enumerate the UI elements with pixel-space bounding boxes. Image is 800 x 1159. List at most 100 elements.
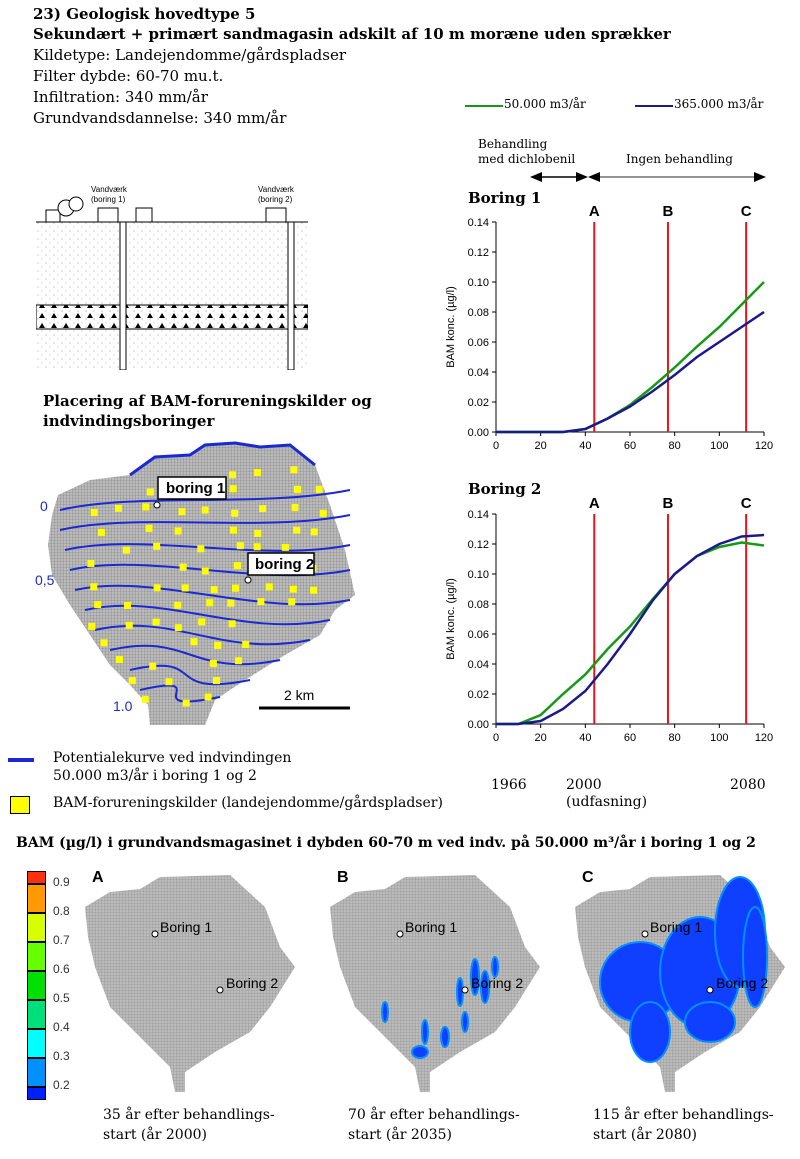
color-scale-bar — [27, 871, 46, 1100]
waterworks-2-label: Vandværk — [258, 185, 295, 194]
bam-source — [145, 524, 153, 532]
bam-plume — [470, 958, 480, 996]
bam-source — [114, 504, 122, 512]
color-scale-swatch — [28, 914, 45, 943]
contour-label-1: 1.0 — [113, 698, 133, 714]
bam-source — [227, 599, 235, 607]
boring-1-marker — [396, 930, 404, 938]
bam-source — [236, 542, 244, 550]
chart1-title: Boring 1 — [468, 189, 542, 207]
bam-source — [204, 693, 212, 701]
color-scale-label: 0.2 — [53, 1078, 70, 1092]
phase-arrows — [530, 172, 766, 182]
y-tick-label: 0.06 — [468, 337, 489, 349]
boring-1-label: Boring 1 — [650, 919, 702, 935]
source-location-map: 0 0,5 1.0 boring 1 boring 2 2 km — [35, 441, 355, 725]
potential-legend-2: 50.000 m3/år i boring 1 og 2 — [53, 768, 257, 784]
bam-source — [142, 503, 150, 511]
x-tick-label: 60 — [624, 440, 636, 450]
section-title: 23) Geologisk hovedtype 5 — [33, 5, 256, 23]
bam-source — [254, 529, 262, 537]
y-tick-label: 0.02 — [468, 689, 489, 701]
marker-label-C: C — [741, 203, 752, 220]
y-tick-label: 0.10 — [468, 569, 489, 581]
bam-source — [190, 638, 198, 646]
source-legend-icon — [10, 796, 30, 814]
bam-source — [214, 641, 222, 649]
y-tick-label: 0.04 — [468, 367, 489, 379]
bam-source — [197, 545, 205, 553]
bam-source — [201, 567, 209, 575]
concentration-maps: A Boring 1 Boring 2 B Boring 1 Boring 2 C Borin… — [85, 869, 785, 1092]
color-scale-label: 0.8 — [53, 904, 70, 918]
y-tick-label: 0.12 — [468, 539, 489, 551]
color-scale-swatch — [28, 872, 45, 885]
color-scale-swatch — [28, 1030, 45, 1059]
bam-source — [100, 639, 108, 647]
waterworks-1-label: Vandværk — [91, 185, 128, 194]
bam-source — [234, 657, 242, 665]
bam-plume — [440, 1026, 450, 1048]
concentration-map-A: A Boring 1 Boring 2 — [85, 869, 295, 1092]
series-line-green — [496, 541, 765, 726]
bam-source — [288, 598, 296, 606]
bam-source — [259, 505, 267, 513]
bam-source — [289, 585, 297, 593]
bam-source — [281, 543, 289, 551]
x-tick-label: 0 — [493, 440, 499, 450]
year-1966: 1966 — [491, 777, 527, 793]
bam-source — [229, 485, 237, 493]
boring-1-marker — [641, 930, 649, 938]
y-tick-label: 0.00 — [468, 719, 489, 731]
infiltration: Infiltration: 340 mm/år — [33, 88, 208, 106]
bam-source — [90, 509, 98, 517]
bam-source — [90, 583, 98, 591]
marker-label-B: B — [663, 495, 674, 512]
year-2000-note: (udfasning) — [566, 794, 648, 810]
bam-source — [231, 509, 239, 517]
x-tick-label: 40 — [579, 440, 591, 450]
bam-source — [88, 622, 96, 630]
marker-label-A: A — [589, 495, 600, 512]
bam-source — [153, 542, 161, 550]
model-area — [85, 875, 295, 1092]
color-scale-swatch — [28, 943, 45, 972]
panel-caption: 35 år efter behandlings- — [103, 1107, 275, 1123]
legend-label-365000: 365.000 m3/år — [674, 97, 764, 111]
map-title-1: Placering af BAM-forureningskilder og — [43, 392, 372, 410]
bam-source — [174, 601, 182, 609]
boring-1-label: boring 1 — [166, 480, 225, 497]
color-scale-swatch — [28, 885, 45, 914]
bam-source — [153, 584, 161, 592]
bam-plume — [421, 1019, 429, 1045]
bam-source — [115, 656, 123, 664]
series-line-green — [496, 281, 765, 434]
boring-2-marker — [216, 986, 224, 994]
panel-letter: C — [582, 869, 594, 886]
bam-source — [206, 599, 214, 607]
map-title-2: indvindingsboringer — [43, 412, 215, 430]
potential-legend-1: Potentialekurve ved indvindingen — [53, 750, 292, 766]
bam-source — [310, 528, 318, 536]
bam-source — [141, 695, 149, 703]
year-2000: 2000 — [566, 777, 602, 793]
bam-source — [291, 504, 299, 512]
bam-source — [174, 624, 182, 632]
bam-source — [230, 526, 238, 534]
bam-source — [212, 677, 220, 685]
phase-no-treatment: Ingen behandling — [626, 152, 733, 166]
bam-source — [128, 677, 136, 685]
y-tick-label: 0.08 — [468, 599, 489, 611]
panel-caption: 70 år efter behandlings- — [348, 1107, 520, 1123]
model-area — [330, 875, 540, 1092]
x-tick-label: 80 — [669, 440, 681, 450]
bam-source — [201, 506, 209, 514]
waterworks-1-sub: (boring 1) — [91, 195, 126, 204]
bam-source — [231, 584, 239, 592]
bam-source — [265, 583, 273, 591]
bam-plume — [411, 1045, 429, 1059]
bam-source — [146, 488, 154, 496]
bam-source — [257, 598, 265, 606]
bam-source — [209, 659, 217, 667]
potential-contour — [139, 684, 221, 703]
